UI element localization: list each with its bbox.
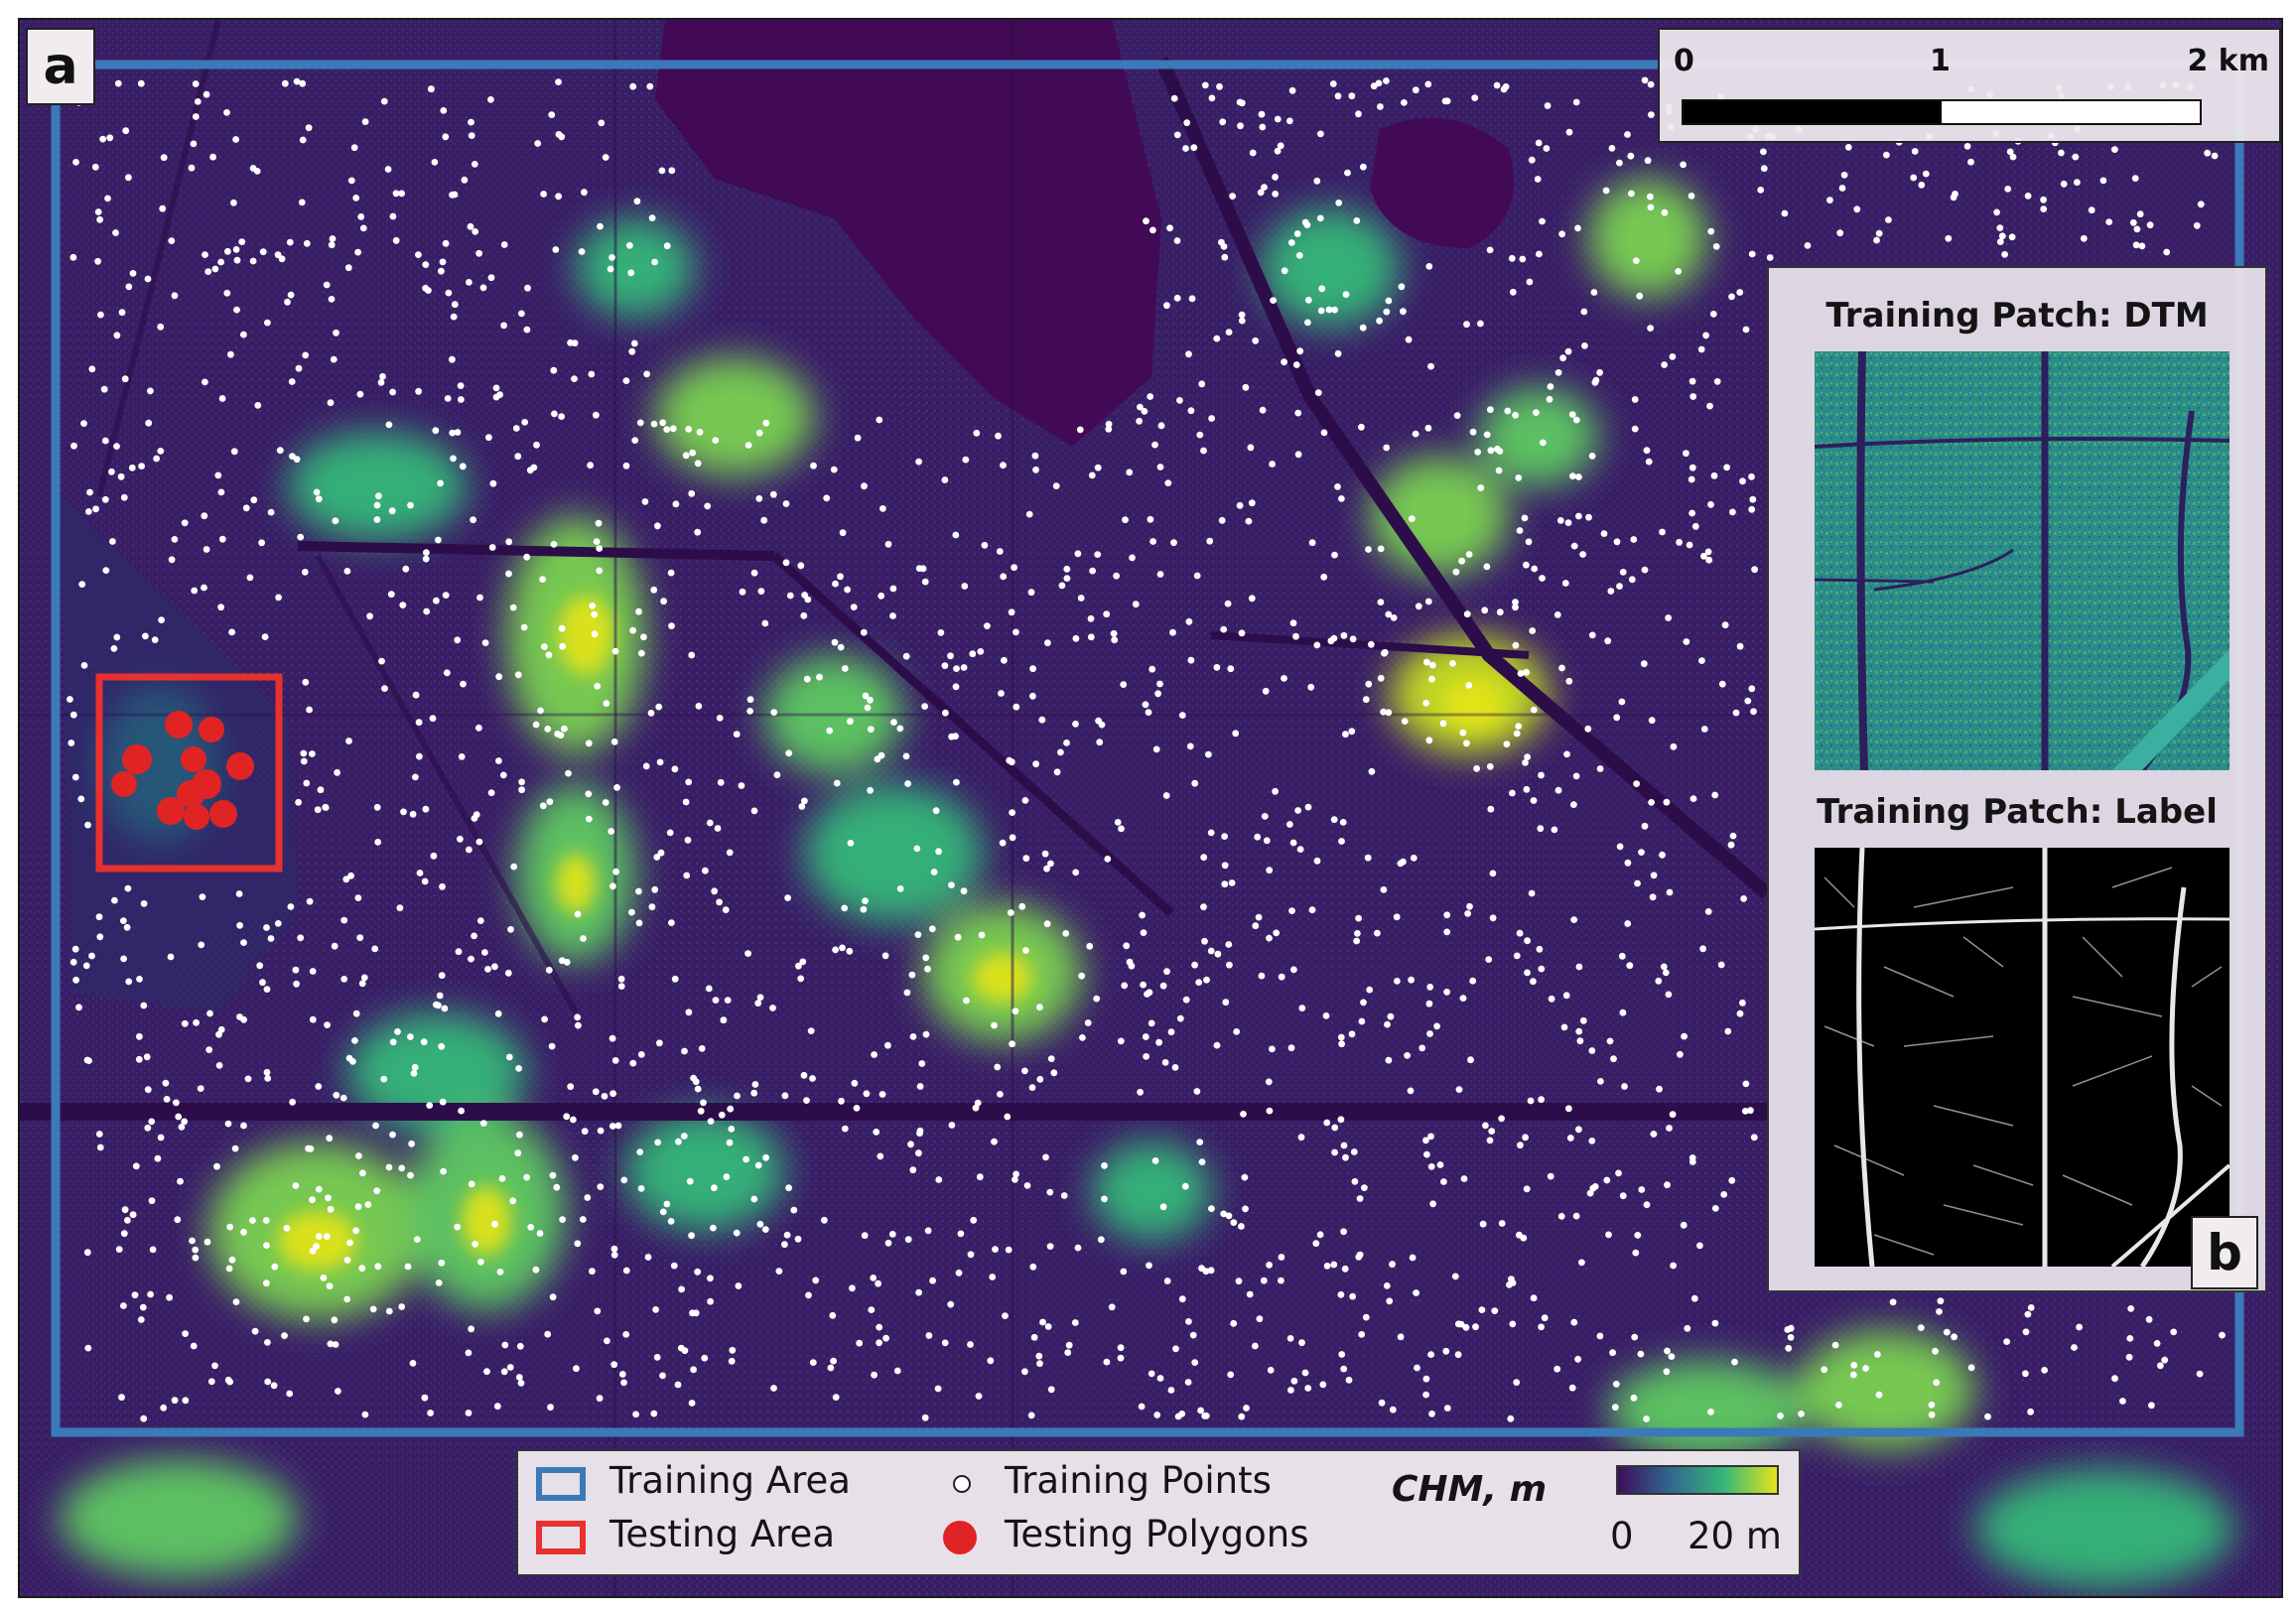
testing-polygons-swatch (943, 1521, 977, 1554)
map-figure: a 0 1 2 km Training Patch: DTM Trainin (18, 18, 2283, 1598)
training-points-label: Training Points (1005, 1459, 1272, 1502)
scale-bar: 0 1 2 km (1658, 28, 2281, 143)
colorbar-title: CHM, m (1392, 1469, 1548, 1510)
training-points (67, 76, 2226, 1422)
label-patch-title: Training Patch: Label (1817, 792, 2218, 832)
legend: Training Area Testing Area Training Poin… (516, 1449, 1801, 1576)
panel-label-b: b (2191, 1216, 2258, 1289)
scale-tick-2km: 2 km (2187, 44, 2269, 78)
road-lines (20, 20, 2281, 1596)
dtm-patch-title: Training Patch: DTM (1825, 296, 2209, 336)
scale-tick-0: 0 (1674, 44, 1694, 78)
training-points-swatch (953, 1475, 971, 1493)
scale-bar-graphic (1682, 99, 2202, 125)
water-body (60, 20, 1514, 1012)
colorbar-max-label: 20 m (1688, 1515, 1782, 1557)
training-area-label: Training Area (609, 1459, 851, 1502)
testing-polygons-label: Testing Polygons (1005, 1513, 1309, 1555)
label-patch-image (1815, 848, 2229, 1267)
dtm-patch-image (1815, 351, 2229, 770)
testing-area-label: Testing Area (609, 1513, 835, 1555)
testing-polygons (111, 711, 254, 830)
training-area-swatch (536, 1467, 586, 1501)
training-patch-inset: Training Patch: DTM Training Patch: Labe… (1767, 266, 2267, 1292)
testing-area-outline (95, 673, 283, 873)
scale-tick-1: 1 (1930, 44, 1951, 78)
panel-label-a: a (26, 28, 95, 105)
colorbar-min-label: 0 (1610, 1515, 1634, 1557)
testing-area-swatch (536, 1521, 586, 1554)
chm-colorbar (1616, 1465, 1779, 1495)
